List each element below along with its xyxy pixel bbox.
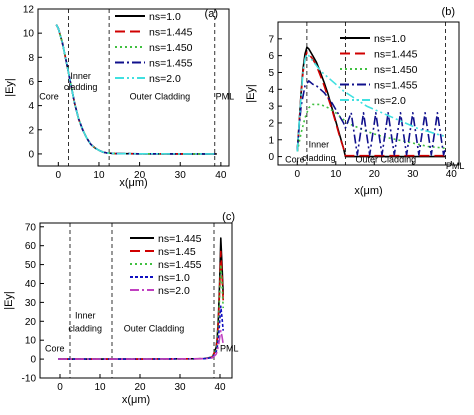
y-axis-label: |Ey| xyxy=(245,84,257,103)
region-label: PML xyxy=(220,344,239,354)
y-tick-label: 10 xyxy=(25,336,37,347)
y-tick-label: 40 xyxy=(25,279,37,290)
legend-label: ns=1.0 xyxy=(149,11,181,23)
region-label: Core xyxy=(285,154,305,164)
legend-label: ns=1.445 xyxy=(374,49,418,61)
legend-label: ns=1.45 xyxy=(158,246,196,258)
x-tick-label: 20 xyxy=(369,169,381,180)
chart-panel-a: 0 10 20 30 40 0 2 4 6 8 10 12 x(μm) |Ey| Core Innerclad… xyxy=(4,5,234,190)
legend: ns=1.0 ns=1.445 ns=1.450 ns=1.455 ns=2.0 xyxy=(340,33,418,107)
region-label: Inner xyxy=(75,310,96,320)
x-tick-label: 20 xyxy=(134,170,146,181)
x-tick-label: 30 xyxy=(174,382,186,393)
x-tick-label: 10 xyxy=(330,169,342,180)
region-label: Outer Cladding xyxy=(124,324,185,334)
y-tick-label: 60 xyxy=(25,241,37,252)
legend-label: ns=1.445 xyxy=(149,27,193,39)
plot-frame xyxy=(37,8,230,167)
region-label: Core xyxy=(45,344,65,354)
x-tick-label: 0 xyxy=(56,170,62,181)
legend-label: ns=2.0 xyxy=(374,95,406,107)
legend-label: ns=1.0 xyxy=(374,33,406,45)
series-group xyxy=(58,237,224,360)
x-tick-label: 30 xyxy=(175,170,187,181)
y-axis-label: |Ey| xyxy=(4,78,16,97)
y-tick-label: 12 xyxy=(23,5,35,16)
x-tick-label: 0 xyxy=(57,382,63,393)
x-tick-label: 10 xyxy=(93,170,105,181)
panel-label: (b) xyxy=(442,6,455,18)
x-tick-label: 20 xyxy=(134,382,146,393)
y-tick-label: 6 xyxy=(268,51,274,62)
y-tick-label: 10 xyxy=(23,29,35,40)
y-tick-label: 0 xyxy=(30,355,36,366)
region-label: PML xyxy=(446,161,465,171)
region-label: cladding xyxy=(68,324,102,334)
x-tick-label: 30 xyxy=(407,169,419,180)
region-label: PML xyxy=(216,92,235,102)
series-line-ns-1-445 xyxy=(296,51,446,157)
chart-panel-b: 0 10 20 30 40 0 1 2 3 4 5 6 7 x(μm) |Ey| Core Inner cladd… xyxy=(245,6,464,197)
x-tick-label: 40 xyxy=(214,382,226,393)
legend-label: ns=1.450 xyxy=(149,42,193,54)
x-tick-label: 10 xyxy=(94,382,106,393)
y-tick-label: 2 xyxy=(268,118,274,129)
panel-label: (a) xyxy=(205,8,218,20)
y-tick-label: 5 xyxy=(268,68,274,79)
panel-label: (c) xyxy=(222,211,235,223)
legend-label: ns=1.455 xyxy=(374,80,418,92)
series-line-ns-2-0 xyxy=(58,329,224,360)
region-label: Inner xyxy=(70,71,91,81)
y-tick-label: 0 xyxy=(28,149,34,160)
plot-frame xyxy=(39,222,233,379)
legend-label: ns=1.0 xyxy=(158,272,190,284)
series-line-ns-1-455 xyxy=(296,80,447,156)
y-tick-label: 4 xyxy=(28,101,34,112)
y-tick-label: -10 xyxy=(22,374,37,385)
y-tick-label: 2 xyxy=(28,125,34,136)
x-tick-label: 0 xyxy=(294,169,300,180)
region-label: Outer Cladding xyxy=(356,154,417,164)
y-tick-label: 7 xyxy=(268,34,274,45)
region-label: cladding xyxy=(302,153,336,163)
series-line-ns-2-0 xyxy=(296,53,446,152)
chart-panel-c: 0 10 20 30 40 -10 0 10 20 30 40 50 60 70 x(μm) |Ey| Core… xyxy=(3,211,238,406)
y-tick-label: 8 xyxy=(28,53,34,64)
legend: ns=1.0 ns=1.445 ns=1.450 ns=1.455 ns=2.0 xyxy=(115,11,193,85)
legend-label: ns=1.445 xyxy=(158,233,202,245)
y-tick-label: 4 xyxy=(268,85,274,96)
y-tick-label: 0 xyxy=(268,152,274,163)
x-tick-label: 40 xyxy=(446,169,458,180)
x-axis-label: x(μm) xyxy=(122,394,150,406)
series-line-ns-2-0 xyxy=(55,24,217,155)
x-axis-label: x(μm) xyxy=(119,177,147,189)
legend-label: ns=1.455 xyxy=(158,259,202,271)
plot-frame xyxy=(277,21,460,166)
series-group xyxy=(55,24,217,155)
y-tick-label: 50 xyxy=(25,260,37,271)
y-axis-label: |Ey| xyxy=(3,291,15,310)
region-label: Core xyxy=(39,92,59,102)
series-line-ns-1-445 xyxy=(58,237,224,360)
y-tick-label: 30 xyxy=(25,298,37,309)
series-line-ns-1-0 xyxy=(58,305,224,360)
y-tick-label: 6 xyxy=(28,77,34,88)
region-label: Outer Cladding xyxy=(130,92,191,102)
legend-label: ns=1.455 xyxy=(149,58,193,70)
region-label: Inner xyxy=(309,139,330,149)
x-axis-label: x(μm) xyxy=(354,185,382,197)
y-tick-label: 3 xyxy=(268,102,274,113)
y-tick-label: 20 xyxy=(25,317,37,328)
legend-label: ns=2.0 xyxy=(158,285,190,297)
legend-label: ns=1.450 xyxy=(374,64,418,76)
region-label: cladding xyxy=(64,82,98,92)
legend-label: ns=2.0 xyxy=(149,73,181,85)
x-tick-label: 40 xyxy=(215,170,227,181)
y-tick-label: 70 xyxy=(25,222,37,233)
series-group xyxy=(296,46,447,158)
y-tick-label: 1 xyxy=(268,135,274,146)
